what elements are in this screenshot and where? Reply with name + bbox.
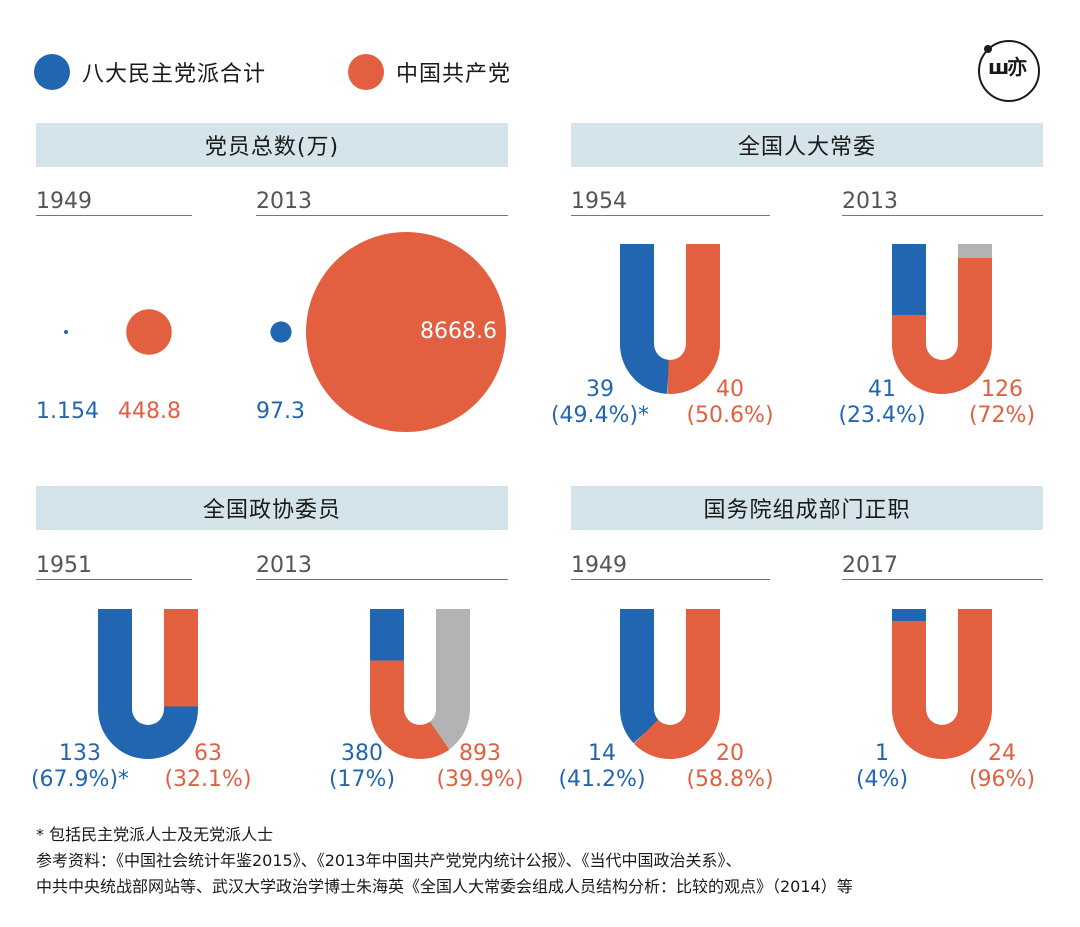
count-label-dm: 380: [341, 741, 383, 766]
count-label-dm: 14: [588, 741, 616, 766]
share-label-dm: (17%): [328, 767, 396, 792]
u-chart-npcsc-1954: [620, 244, 720, 394]
count-label-cpc: 40: [716, 377, 744, 402]
legend-label-cpc: 中国共产党: [396, 62, 512, 87]
legend-item-cpc: 中国共产党: [348, 54, 511, 90]
share-label-cpc: (32.1%): [164, 767, 252, 792]
share-label-cpc: (39.9%): [436, 767, 524, 792]
value-label-cpc-2013: 8668.6: [420, 319, 497, 344]
count-label-cpc: 893: [459, 741, 501, 766]
year-label: 1949: [571, 554, 770, 580]
u-segment-cpc: [667, 244, 720, 394]
u-chart-cppcc-1951: [98, 609, 198, 759]
share-label-cpc: (72%): [968, 403, 1036, 428]
share-label-cpc: (50.6%): [686, 403, 774, 428]
u-segment-dm: [620, 244, 670, 394]
u-segment-cpc: [892, 609, 992, 759]
panel-title-members: 党员总数(万): [36, 123, 508, 167]
u-segment-cpc: [370, 660, 451, 759]
legend-item-dm: 八大民主党派合计: [34, 54, 266, 90]
share-label-dm: (41.2%): [558, 767, 646, 792]
u-segment-dm: [620, 609, 661, 745]
count-label-dm: 39: [586, 377, 614, 402]
u-chart-state-council-2017: [892, 609, 992, 759]
share-label-dm: (49.4%)*: [550, 403, 650, 428]
footnote-sources-line2: 中共中央统战部网站等、武汉大学政治学博士朱海英《全国人大常委会组成人员结构分析：…: [36, 877, 853, 896]
logo-dot: [984, 45, 992, 53]
value-label-cpc-1949: 448.8: [118, 399, 181, 424]
count-label-cpc: 20: [716, 741, 744, 766]
share-label-dm: (23.4%): [838, 403, 926, 428]
u-chart-npcsc-2013: [892, 244, 992, 394]
logo-icon: ш亦: [978, 40, 1040, 102]
bubble-cpc-2013: [306, 232, 506, 432]
count-label-cpc: 63: [194, 741, 222, 766]
count-label-dm: 1: [875, 741, 889, 766]
u-chart-state-council-1949: [620, 609, 720, 759]
panel-title-npcsc: 全国人大常委: [571, 123, 1043, 167]
year-label: 1954: [571, 190, 770, 216]
year-label: 2013: [256, 190, 508, 216]
u-chart-cppcc-2013: [370, 609, 470, 759]
count-label-dm: 133: [59, 741, 101, 766]
panel-title-state-council: 国务院组成部门正职: [571, 486, 1043, 530]
footnote-asterisk: * 包括民主党派人士及无党派人士: [36, 825, 274, 844]
footnote-sources-line1: 参考资料：《中国社会统计年鉴2015》、《2013年中国共产党党内统计公报》、《…: [36, 851, 742, 870]
count-label-dm: 41: [868, 377, 896, 402]
count-label-cpc: 24: [988, 741, 1016, 766]
share-label-cpc: (58.8%): [686, 767, 774, 792]
year-label: 2013: [256, 554, 508, 580]
logo-glyph: ш亦: [988, 55, 1027, 79]
value-label-dm-2013: 97.3: [256, 399, 305, 424]
share-label-dm: (4%): [855, 767, 909, 792]
year-label: 2017: [842, 554, 1043, 580]
share-label-dm: (67.9%)*: [30, 767, 130, 792]
year-label: 1949: [36, 190, 192, 216]
u-segment-dm: [98, 609, 198, 759]
value-label-dm-1949: 1.154: [36, 399, 99, 424]
share-label-cpc: (96%): [968, 767, 1036, 792]
legend-label-dm: 八大民主党派合计: [82, 62, 267, 87]
year-label: 1951: [36, 554, 192, 580]
legend-swatch-dm: [34, 54, 70, 90]
bubble-dm-1949: [64, 330, 68, 334]
year-label: 2013: [842, 190, 1043, 216]
u-segment-cpc: [632, 609, 720, 759]
panel-title-cppcc: 全国政协委员: [36, 486, 508, 530]
u-segment-cpc: [892, 257, 992, 394]
bubble-dm-2013: [270, 321, 292, 343]
bubble-cpc-1949: [126, 309, 172, 355]
legend-swatch-cpc: [348, 54, 384, 90]
count-label-cpc: 126: [981, 377, 1023, 402]
